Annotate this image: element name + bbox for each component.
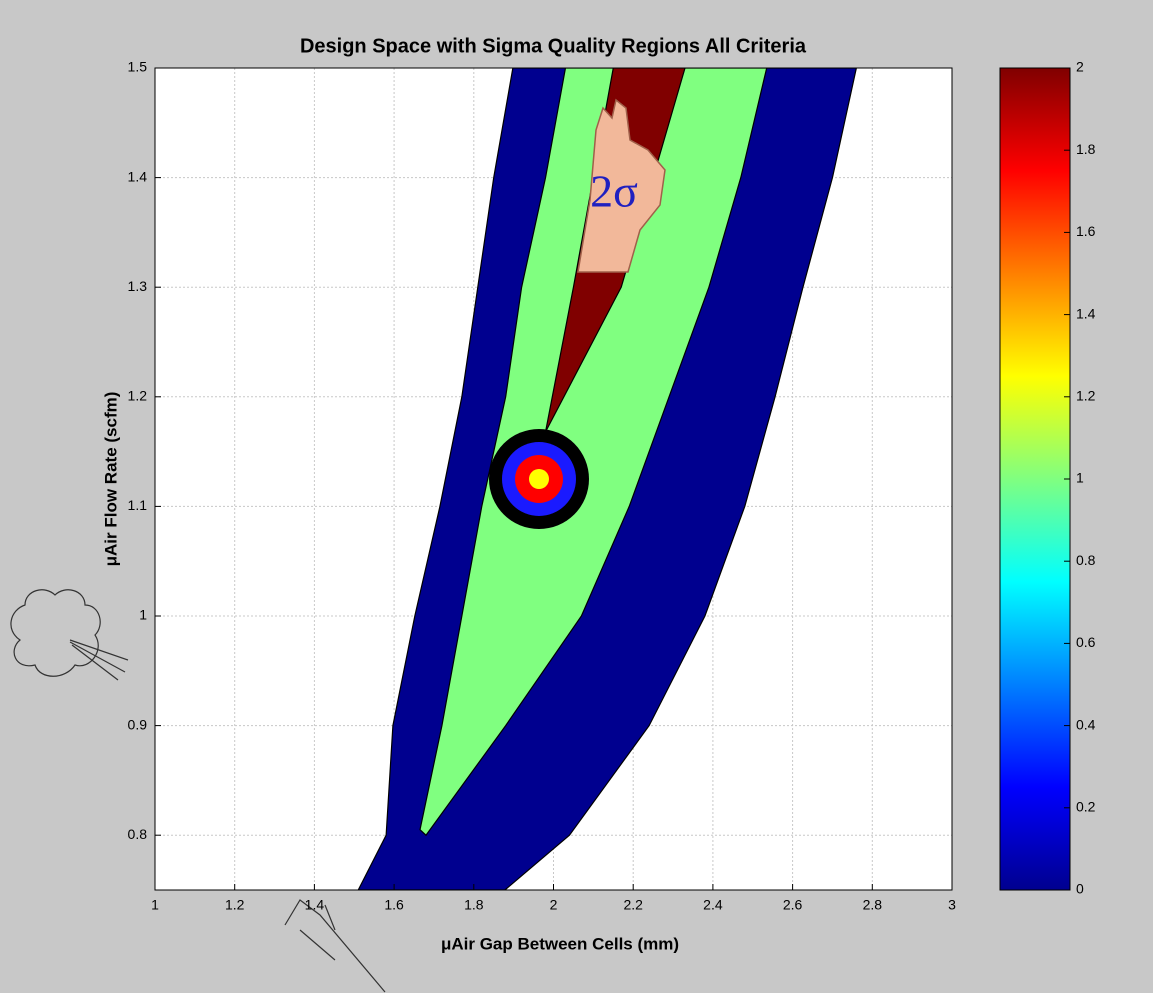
colorbar-tick-label: 0.4 — [1076, 716, 1096, 732]
y-tick-label: 1.2 — [128, 388, 148, 404]
chart: 2σ 0 0.2 0.4 0.6 0.8 1 1.2 1.4 1.6 1.8 2 Design Sp… — [0, 0, 1153, 993]
x-tick-label: 2.6 — [783, 897, 803, 913]
x-tick-label: 2.4 — [703, 897, 723, 913]
x-tick-label: 2.8 — [863, 897, 883, 913]
y-tick-label: 0.8 — [128, 826, 148, 842]
y-tick-label: 1.1 — [128, 497, 148, 513]
target-icon — [489, 429, 589, 529]
colorbar-tick-label: 1.8 — [1076, 141, 1096, 157]
y-tick-label: 1.3 — [128, 278, 148, 294]
x-tick-label: 2.2 — [623, 897, 643, 913]
x-axis-label: μAir Gap Between Cells (mm) — [441, 934, 679, 953]
y-tick-label: 1.5 — [128, 59, 148, 75]
colorbar — [1000, 68, 1070, 890]
annotation: 2σ — [590, 166, 638, 217]
x-tick-label: 1.2 — [225, 897, 245, 913]
y-tick-label: 0.9 — [128, 716, 148, 732]
x-tick-label: 2 — [550, 897, 558, 913]
x-tick-label: 3 — [948, 897, 956, 913]
colorbar-tick-label: 0 — [1076, 881, 1084, 897]
colorbar-tick-label: 0.8 — [1076, 552, 1096, 568]
x-tick-label: 1.8 — [464, 897, 484, 913]
colorbar-tick-label: 0.2 — [1076, 799, 1096, 815]
x-tick-label: 1.4 — [305, 897, 325, 913]
chart-title: Design Space with Sigma Quality Regions … — [300, 35, 807, 57]
y-tick-label: 1 — [139, 607, 147, 623]
colorbar-tick-label: 1.2 — [1076, 388, 1096, 404]
colorbar-tick-label: 0.6 — [1076, 634, 1096, 650]
y-axis-label: μAir Flow Rate (scfm) — [101, 392, 120, 567]
colorbar-tick-label: 1 — [1076, 470, 1084, 486]
x-tick-label: 1 — [151, 897, 159, 913]
colorbar-tick-label: 2 — [1076, 59, 1084, 75]
colorbar-tick-label: 1.4 — [1076, 305, 1096, 321]
colorbar-tick-label: 1.6 — [1076, 223, 1096, 239]
x-tick-label: 1.6 — [384, 897, 404, 913]
page: 2σ 0 0.2 0.4 0.6 0.8 1 1.2 1.4 1.6 1.8 2 Design Sp… — [0, 0, 1153, 993]
y-tick-label: 1.4 — [128, 168, 148, 184]
